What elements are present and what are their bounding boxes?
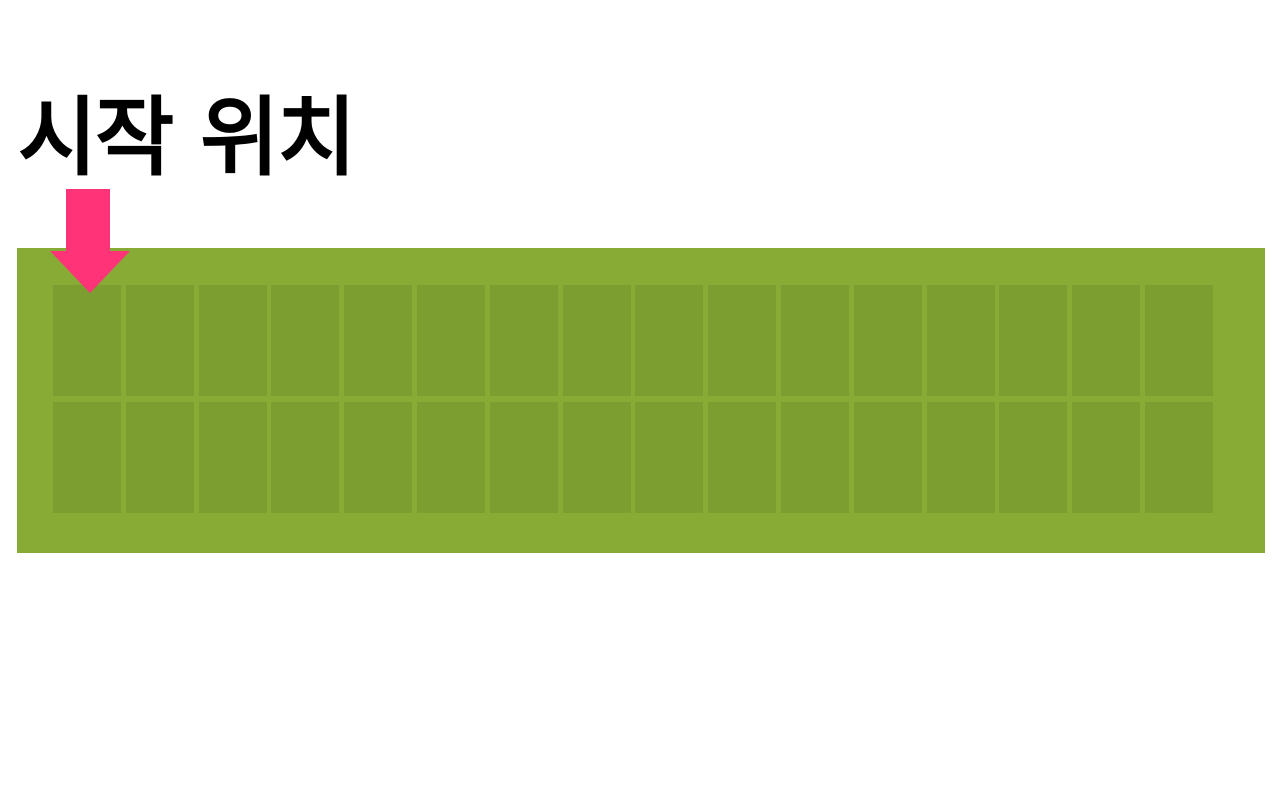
lcd-cell xyxy=(562,402,631,513)
lcd-display xyxy=(17,248,1265,553)
lcd-cell xyxy=(780,402,849,513)
down-arrow-icon xyxy=(50,189,130,293)
lcd-cell xyxy=(198,402,267,513)
lcd-cell xyxy=(780,285,849,396)
lcd-cell xyxy=(1144,402,1213,513)
lcd-cell xyxy=(53,285,121,396)
lcd-cell xyxy=(125,402,194,513)
lcd-cell xyxy=(344,285,413,396)
lcd-cell xyxy=(853,285,922,396)
lcd-cell xyxy=(271,285,340,396)
lcd-cell xyxy=(635,402,704,513)
lcd-cell xyxy=(562,285,631,396)
lcd-cell xyxy=(53,402,121,513)
lcd-cell xyxy=(1072,285,1141,396)
lcd-cell xyxy=(999,285,1068,396)
lcd-cell xyxy=(999,402,1068,513)
lcd-cell xyxy=(1072,402,1141,513)
lcd-cell xyxy=(344,402,413,513)
page-title: 시작 위치 xyxy=(18,88,356,188)
lcd-cell xyxy=(416,402,485,513)
lcd-cell xyxy=(926,285,995,396)
lcd-cell xyxy=(125,285,194,396)
lcd-cell xyxy=(708,285,777,396)
arrow-shape xyxy=(50,189,130,293)
lcd-cell xyxy=(416,285,485,396)
lcd-cell xyxy=(489,402,558,513)
lcd-cell xyxy=(198,285,267,396)
lcd-cell xyxy=(926,402,995,513)
lcd-cell xyxy=(635,285,704,396)
lcd-cell xyxy=(853,402,922,513)
lcd-cell xyxy=(271,402,340,513)
lcd-cell xyxy=(1144,285,1213,396)
lcd-cell xyxy=(489,285,558,396)
lcd-character-grid xyxy=(53,285,1213,513)
lcd-cell xyxy=(708,402,777,513)
